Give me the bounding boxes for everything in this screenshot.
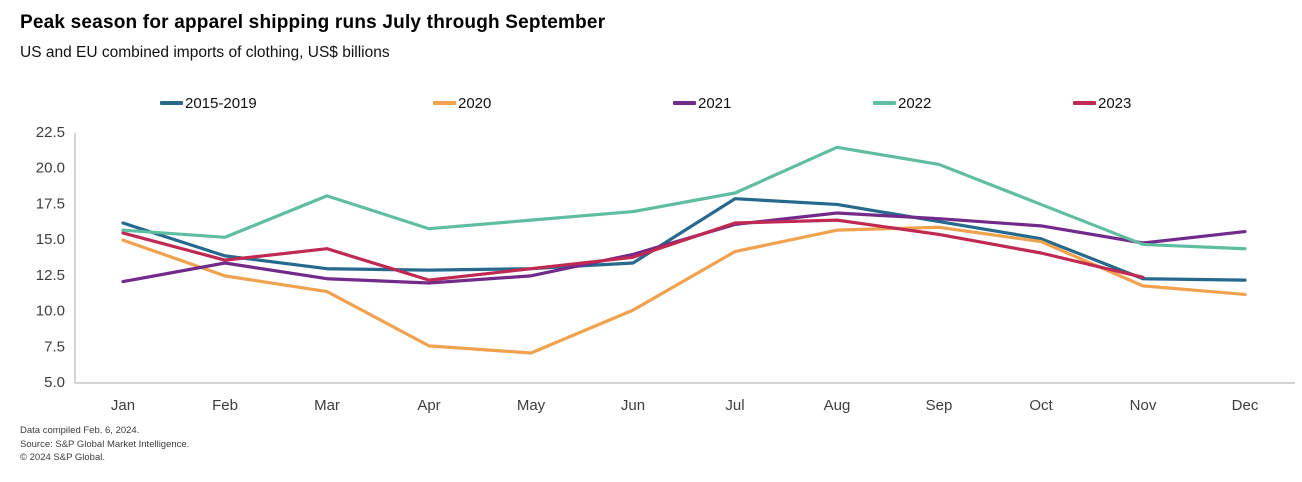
x-axis-tick-label: Jul (725, 397, 744, 414)
series-line-2023 (121, 218, 1145, 282)
x-axis-tick-label: Jun (621, 397, 645, 414)
y-axis-tick-label: 22.5 (36, 124, 65, 141)
line-chart-canvas: 5.0 7.5 10.0 12.5 15.0 17.5 20.0 22.5 Jan Feb Mar A… (0, 120, 1302, 415)
legend-swatch-2015-2019 (160, 101, 183, 105)
x-axis-tick-label: May (517, 397, 546, 414)
x-axis-tick-label: Jan (111, 397, 135, 414)
y-axis-tick-label: 17.5 (36, 195, 65, 212)
legend-item-2022: 2022 (873, 93, 931, 113)
x-axis-tick-label: Feb (212, 397, 238, 414)
footer-source: Source: S&P Global Market Intelligence. (20, 438, 190, 450)
x-axis-tick-label: Dec (1232, 397, 1259, 414)
x-axis-tick-label: Mar (314, 397, 340, 414)
y-axis-tick-label: 7.5 (44, 338, 65, 355)
series-line-2020 (121, 225, 1247, 355)
y-axis-tick-label: 12.5 (36, 267, 65, 284)
legend-swatch-2020 (433, 101, 456, 105)
legend-swatch-2022 (873, 101, 896, 105)
legend-item-2021: 2021 (673, 93, 731, 113)
legend-label: 2021 (698, 94, 732, 112)
legend-item-2015-2019: 2015-2019 (160, 93, 257, 113)
y-axis-tick-label: 20.0 (36, 160, 65, 177)
x-axis-tick-label: Oct (1029, 397, 1053, 414)
x-axis-tick-label: Sep (926, 397, 953, 414)
series-line-2015-2019 (121, 197, 1247, 282)
legend-label: 2022 (898, 94, 932, 112)
page-subtitle: US and EU combined imports of clothing, … (20, 44, 390, 61)
y-axis-tick-label: 10.0 (36, 303, 65, 320)
legend: 2015-2019 2020 2021 2022 2023 (0, 93, 1302, 115)
legend-label: 2020 (458, 94, 492, 112)
line-chart-svg: 5.0 7.5 10.0 12.5 15.0 17.5 20.0 22.5 Jan Feb Mar A… (36, 124, 1295, 414)
legend-item-2023: 2023 (1073, 93, 1131, 113)
x-axis-tick-label: Aug (824, 397, 851, 414)
page-title: Peak season for apparel shipping runs Ju… (20, 12, 606, 33)
footer-notes: Data compiled Feb. 6, 2024. Source: S&P … (20, 424, 189, 465)
y-axis-tick-label: 5.0 (44, 374, 65, 391)
legend-swatch-2021 (673, 101, 696, 105)
legend-label: 2015-2019 (185, 94, 257, 112)
series-line-2021 (121, 211, 1247, 285)
footer-copyright: © 2024 S&P Global. (20, 452, 105, 463)
legend-swatch-2023 (1073, 101, 1096, 105)
legend-label: 2023 (1098, 94, 1132, 112)
legend-item-2020: 2020 (433, 93, 491, 113)
footer-compiled: Data compiled Feb. 6, 2024. (20, 425, 140, 436)
x-axis-tick-label: Apr (417, 397, 440, 414)
y-axis-tick-label: 15.0 (36, 231, 65, 248)
x-axis-tick-label: Nov (1130, 397, 1157, 414)
series-line-2022 (121, 145, 1247, 251)
